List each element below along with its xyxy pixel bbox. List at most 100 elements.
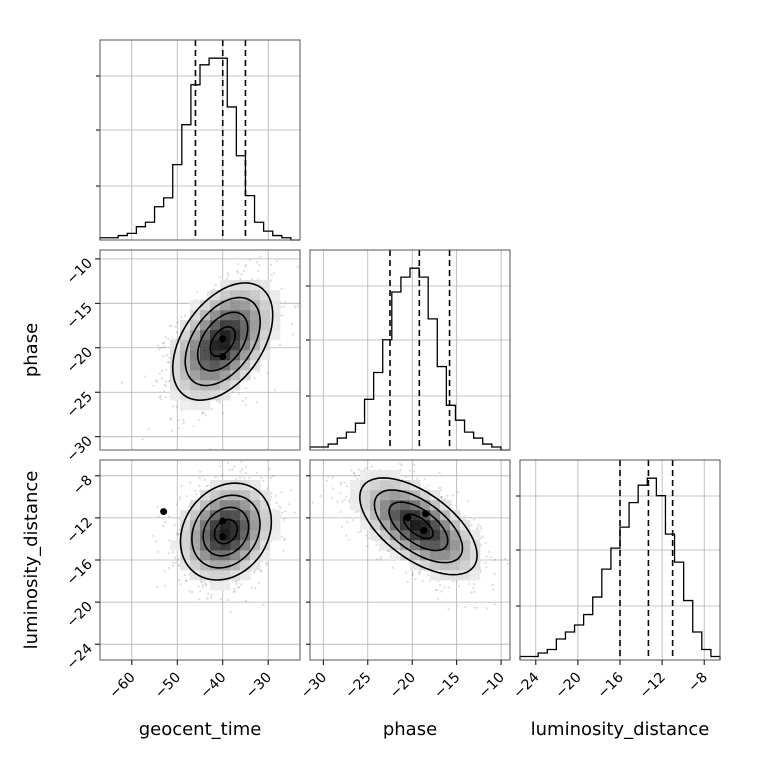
contour-2sigma bbox=[179, 482, 273, 581]
scatter-point bbox=[234, 580, 237, 583]
scatter-point bbox=[233, 587, 236, 591]
scatter-point bbox=[164, 395, 167, 399]
density-cell bbox=[250, 560, 261, 571]
scatter-point bbox=[392, 566, 395, 569]
scatter-point bbox=[253, 571, 256, 574]
density-cell bbox=[190, 310, 201, 321]
density-cell bbox=[210, 560, 221, 571]
scatter-point bbox=[204, 414, 207, 417]
scatter-point bbox=[228, 468, 231, 471]
scatter-point bbox=[154, 540, 157, 543]
density-cell bbox=[250, 320, 261, 331]
scatter-point bbox=[291, 323, 294, 326]
scatter-point bbox=[163, 570, 166, 573]
scatter-point bbox=[272, 474, 275, 477]
scatter-point bbox=[375, 543, 378, 546]
scatter-point bbox=[485, 566, 488, 569]
scatter-point bbox=[351, 519, 354, 522]
scatter-point bbox=[280, 535, 283, 539]
density-cell bbox=[190, 530, 201, 541]
scatter-point bbox=[226, 461, 230, 464]
scatter-point bbox=[260, 570, 263, 573]
density-cell bbox=[260, 290, 271, 301]
density-cell bbox=[260, 330, 271, 341]
scatter-point bbox=[345, 534, 348, 537]
scatter-point bbox=[290, 489, 293, 492]
scatter-point bbox=[353, 471, 356, 475]
scatter-point bbox=[311, 501, 314, 504]
scatter-point bbox=[163, 390, 166, 393]
scatter-point bbox=[155, 380, 159, 383]
density-cell bbox=[240, 570, 251, 581]
density-cell bbox=[180, 320, 191, 331]
scatter-point bbox=[293, 304, 296, 307]
scatter-point bbox=[169, 324, 172, 327]
scatter-point bbox=[248, 477, 251, 480]
scatter-point bbox=[190, 591, 194, 594]
scatter-point bbox=[174, 561, 177, 565]
density-cell bbox=[250, 520, 261, 531]
scatter-point bbox=[458, 585, 461, 588]
density-cell bbox=[180, 520, 191, 531]
scatter-point bbox=[161, 369, 164, 373]
scatter-point bbox=[260, 559, 263, 563]
scatter-point bbox=[218, 401, 221, 404]
density-cell bbox=[260, 520, 271, 531]
scatter-point bbox=[357, 531, 360, 534]
scatter-point bbox=[178, 564, 181, 567]
density-cell bbox=[200, 530, 211, 541]
scatter-point bbox=[187, 505, 191, 508]
scatter-point bbox=[475, 606, 478, 609]
scatter-point bbox=[199, 470, 202, 473]
scatter-point bbox=[205, 485, 208, 488]
scatter-point bbox=[175, 331, 179, 334]
scatter-point bbox=[258, 264, 261, 267]
density-cell bbox=[180, 560, 191, 571]
scatter-point bbox=[270, 279, 273, 282]
scatter-point bbox=[201, 412, 204, 415]
density-cell bbox=[190, 360, 201, 371]
scatter-point bbox=[270, 274, 273, 277]
scatter-point bbox=[176, 321, 179, 324]
scatter-point bbox=[240, 583, 243, 586]
scatter-point bbox=[370, 465, 373, 468]
scatter-point bbox=[491, 583, 494, 587]
scatter-point bbox=[284, 300, 287, 303]
scatter-point bbox=[197, 585, 200, 588]
density-cell bbox=[210, 320, 221, 331]
density-cell bbox=[200, 390, 211, 401]
scatter-point bbox=[375, 558, 379, 561]
scatter-point bbox=[493, 573, 496, 576]
scatter-point bbox=[163, 383, 166, 386]
scatter-point bbox=[194, 489, 197, 492]
scatter-point bbox=[234, 478, 237, 481]
density-cell bbox=[230, 340, 241, 351]
panel-content bbox=[120, 255, 304, 450]
scatter-point bbox=[484, 541, 487, 544]
scatter-point bbox=[143, 375, 146, 378]
density-cell bbox=[250, 480, 261, 491]
scatter-point bbox=[238, 476, 241, 479]
scatter-point bbox=[437, 597, 440, 600]
density-cell bbox=[220, 310, 231, 321]
scatter-point bbox=[227, 274, 230, 277]
scatter-point bbox=[233, 590, 237, 593]
density-cell bbox=[220, 280, 231, 291]
scatter-point bbox=[446, 494, 449, 497]
scatter-point bbox=[162, 525, 165, 528]
scatter-point bbox=[440, 496, 443, 499]
scatter-point bbox=[480, 537, 483, 540]
density-cell bbox=[260, 500, 271, 511]
density-cell bbox=[200, 340, 211, 351]
scatter-point bbox=[447, 608, 450, 611]
density-cell bbox=[210, 580, 221, 591]
density-cell bbox=[240, 300, 251, 311]
scatter-point bbox=[492, 588, 495, 591]
scatter-point bbox=[345, 485, 348, 488]
scatter-point bbox=[141, 438, 144, 441]
scatter-point bbox=[302, 287, 304, 289]
scatter-point bbox=[161, 342, 164, 345]
scatter-point bbox=[209, 596, 213, 599]
density-cell bbox=[230, 290, 241, 301]
density-cell bbox=[210, 510, 221, 521]
